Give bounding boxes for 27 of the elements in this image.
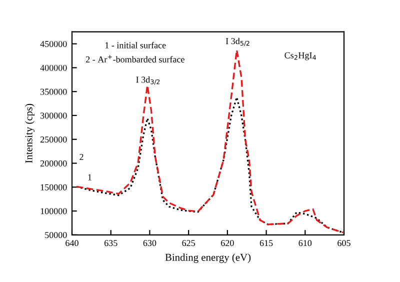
y-tick-label: 300000 (40, 112, 67, 119)
annotation: I 3d$_{3/2}$ (136, 76, 160, 85)
x-tick-label: 635 (104, 240, 118, 246)
x-tick-label: 610 (298, 240, 312, 246)
line-series (76, 49, 344, 234)
annotation: 1 - initial surface (105, 42, 166, 48)
x-tick-label: 630 (143, 240, 156, 246)
x-tick-label: 625 (182, 240, 195, 246)
annotation: Cs$_{2}$HgI$_{4}$ (284, 52, 316, 60)
y-tick-label: 400000 (40, 64, 67, 71)
y-tick-label: 250000 (40, 136, 67, 143)
annotation: 2 - Ar$^{+}$-bombarded surface (86, 54, 184, 62)
x-tick-label: 640 (66, 240, 78, 246)
x-tick-label: 620 (221, 240, 234, 246)
y-tick-label: 150000 (40, 184, 67, 190)
x-tick-label: 615 (260, 240, 273, 246)
annotation: I 3d$_{5/2}$ (226, 38, 250, 46)
annotation: 2 (80, 154, 84, 160)
y-tick-label: 100000 (40, 208, 67, 214)
y-tick-label: 200000 (40, 160, 67, 166)
x-tick-label: 605 (338, 240, 350, 246)
y-tick-label: 350000 (40, 88, 67, 95)
y-tick-label: 450000 (40, 40, 67, 48)
y-axis-title: Intensity (cps) (25, 104, 34, 163)
x-axis-title: Binding energy (eV) (165, 254, 251, 263)
annotation: 1 (88, 174, 92, 180)
y-tick-label: 50000 (45, 232, 67, 238)
